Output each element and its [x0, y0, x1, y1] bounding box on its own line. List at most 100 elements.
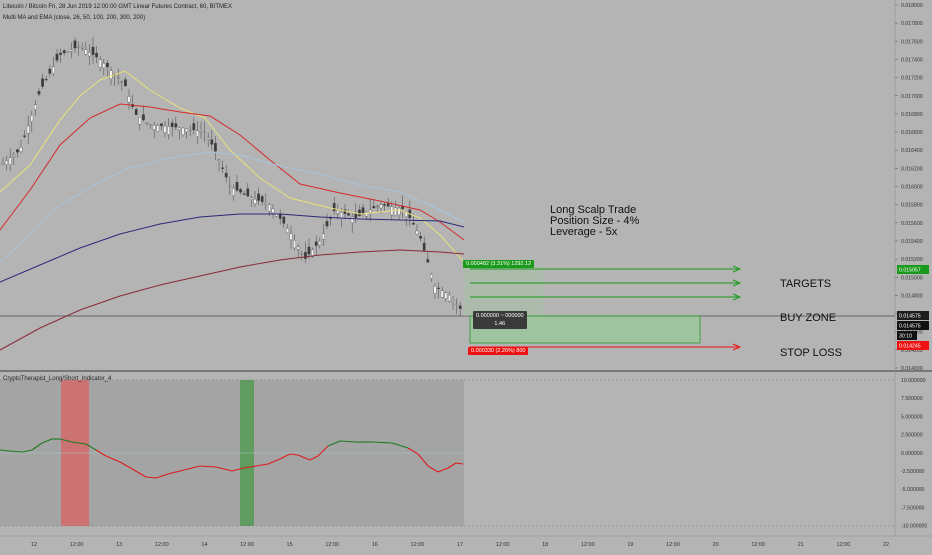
- candle-body: [307, 246, 311, 255]
- candle-body: [66, 51, 70, 53]
- candle-body: [347, 213, 350, 216]
- oscillator-line-segment: [447, 462, 457, 469]
- candle-body: [379, 204, 383, 209]
- oscillator-line-segment: [133, 469, 147, 478]
- oscillator-line-segment: [297, 454, 311, 461]
- candle-body: [268, 204, 271, 212]
- candle-body: [34, 104, 37, 111]
- indicator-legend[interactable]: Multi MA and EMA (close, 26, 50, 100, 20…: [3, 15, 146, 21]
- price-tick-label: 0.015400: [901, 239, 923, 245]
- buy-zone-label: BUY ZONE: [780, 312, 837, 324]
- osc-tick-label: 5.000000: [901, 414, 923, 420]
- time-tick-label: 21: [798, 542, 804, 548]
- price-tick-label: 0.017800: [901, 21, 923, 27]
- price-tick-label: 0.016200: [901, 166, 923, 172]
- oscillator-line-segment: [167, 469, 185, 475]
- price-tick-label: 0.014800: [901, 293, 923, 299]
- candle-body: [322, 233, 325, 240]
- time-tick-label: 12:00: [837, 542, 851, 548]
- candle-body: [448, 294, 451, 302]
- entry-label-line-2: 1.46: [494, 321, 506, 327]
- candle-body: [95, 52, 98, 58]
- candle-body: [185, 128, 188, 133]
- time-tick-label: 12:00: [325, 542, 339, 548]
- candle-body: [5, 160, 8, 165]
- candle-body: [372, 206, 376, 209]
- candle-body: [224, 173, 228, 178]
- candle-body: [16, 149, 19, 153]
- candle-body: [41, 78, 44, 87]
- candle-body: [250, 197, 253, 200]
- time-tick-label: 12:00: [751, 542, 765, 548]
- candle-body: [376, 205, 379, 208]
- candle-body: [199, 131, 203, 133]
- targets-label: TARGETS: [780, 278, 832, 290]
- candle-body: [19, 147, 23, 152]
- stop-loss-tool-label[interactable]: 0.000330 (2.26%) 800: [468, 347, 529, 355]
- time-tick-label: 12:00: [411, 542, 425, 548]
- price-tick-label: 0.017600: [901, 39, 923, 45]
- ma-300-line: [0, 249, 465, 351]
- candle-body: [325, 221, 329, 227]
- last-price-tag-bg: [897, 311, 929, 320]
- osc-tick-label: -5.000000: [901, 487, 924, 493]
- oscillator-line-segment: [183, 465, 201, 471]
- candle-body: [318, 241, 322, 245]
- oscillator-line-segment: [391, 442, 409, 449]
- osc-tick-label: -10.000000: [901, 524, 927, 530]
- candle-body: [88, 52, 91, 57]
- stop-price-tag-bg: [897, 341, 929, 350]
- candle-body: [451, 299, 455, 301]
- candle-body: [304, 252, 307, 259]
- time-tick-label: 12:00: [581, 542, 595, 548]
- candle-body: [174, 123, 178, 128]
- oscillator-line-segment: [215, 466, 233, 472]
- time-tick-label: 12:00: [155, 542, 169, 548]
- candle-body: [422, 242, 426, 251]
- oscillator-line-segment: [455, 462, 464, 465]
- candle-body: [394, 207, 397, 216]
- candle-body: [419, 236, 422, 239]
- oscillator-line-segment: [145, 476, 157, 479]
- candle-body: [23, 135, 26, 137]
- candle-body: [52, 66, 55, 74]
- candle-body: [271, 208, 275, 213]
- candle-body: [358, 209, 361, 217]
- oscillator-line-segment: [279, 453, 291, 460]
- time-tick-label: 13: [116, 542, 122, 548]
- candle-body: [109, 70, 113, 79]
- oscillator-line-segment: [427, 465, 439, 473]
- ema-50-line: [0, 103, 465, 241]
- candle-body: [397, 207, 401, 215]
- price-tick-label: 0.016600: [901, 130, 923, 136]
- candle-body: [232, 188, 235, 196]
- candle-body: [127, 96, 131, 103]
- target-price-tag-bg: [897, 265, 929, 274]
- oscillator-line-segment: [407, 447, 419, 455]
- price-tick-label: 0.017000: [901, 94, 923, 100]
- oscillator-legend[interactable]: CryptoTherapist_Long/Short_Indicator_4: [3, 376, 112, 382]
- candle-body: [37, 91, 41, 95]
- ma-200-line: [0, 213, 465, 283]
- target-1-arrow-head: [732, 265, 742, 273]
- candle-body: [102, 63, 106, 69]
- time-tick-label: 14: [201, 542, 207, 548]
- profit-target-label[interactable]: 0.000482 (3.31%) 1292.12: [463, 260, 535, 268]
- trade-note-line-3: Leverage - 5x: [550, 226, 618, 238]
- profit-zone: [463, 265, 543, 316]
- candle-body: [196, 130, 199, 138]
- entry-label[interactable]: 0.000000 ~ 000000 1.46: [473, 311, 527, 329]
- time-tick-label: 18: [542, 542, 548, 548]
- oscillator-line-segment: [119, 461, 135, 471]
- oscillator-line-segment: [231, 467, 245, 472]
- candle-body: [293, 240, 296, 249]
- price-tick-label: 0.015000: [901, 275, 923, 281]
- oscillator-line-segment: [59, 438, 73, 443]
- price-tick-label: 0.014200: [901, 348, 923, 354]
- candle-body: [170, 122, 174, 127]
- candle-body: [286, 228, 289, 234]
- entry-label-line-1: 0.000000 ~ 000000: [476, 313, 524, 319]
- oscillator-line-segment: [0, 449, 11, 452]
